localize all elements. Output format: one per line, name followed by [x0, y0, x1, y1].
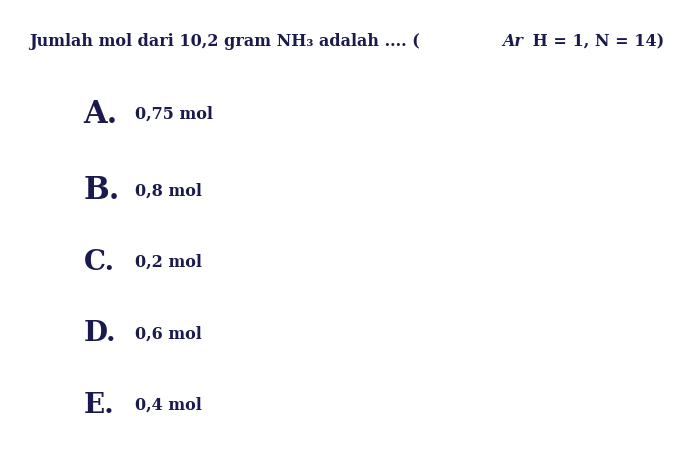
Text: C.: C.	[83, 248, 114, 275]
Text: H = 1, N = 14): H = 1, N = 14)	[527, 33, 664, 50]
Text: B.: B.	[83, 175, 120, 206]
Text: 0,2 mol: 0,2 mol	[135, 253, 202, 270]
Text: Jumlah mol dari 10,2 gram NH₃ adalah .... (: Jumlah mol dari 10,2 gram NH₃ adalah ...…	[29, 33, 420, 50]
Text: Ar: Ar	[502, 33, 523, 50]
Text: 0,6 mol: 0,6 mol	[135, 325, 202, 342]
Text: A.: A.	[83, 99, 118, 129]
Text: 0,75 mol: 0,75 mol	[135, 106, 213, 123]
Text: 0,8 mol: 0,8 mol	[135, 182, 202, 199]
Text: D.: D.	[83, 320, 116, 347]
Text: 0,4 mol: 0,4 mol	[135, 396, 202, 413]
Text: E.: E.	[83, 391, 114, 418]
